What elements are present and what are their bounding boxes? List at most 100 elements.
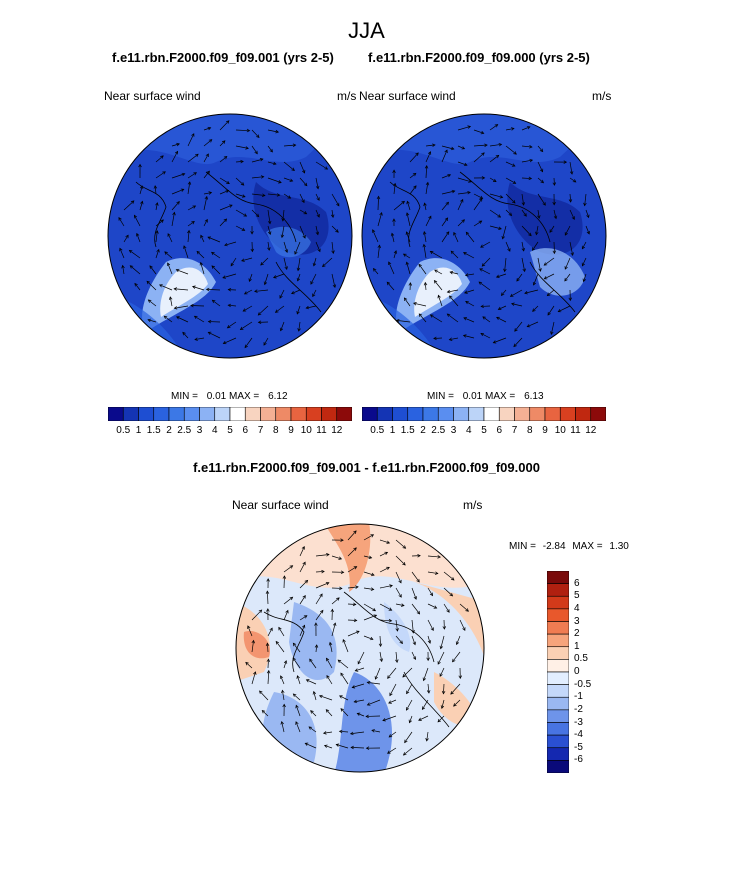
wind-vector-head (352, 602, 357, 607)
colorbar-tick-label: 0.5 (574, 653, 588, 665)
wind-vector (283, 193, 291, 199)
wind-vector (299, 161, 305, 174)
wind-vector-head (265, 642, 270, 647)
wind-vector-head (426, 657, 430, 662)
colorbar-tick-label: 2 (166, 425, 172, 436)
wind-vector (537, 177, 544, 183)
wind-vector-head (539, 168, 544, 173)
wind-vector (505, 161, 516, 167)
wind-vector-head (273, 275, 277, 279)
wind-vector-head (353, 699, 358, 704)
wind-vector (154, 185, 157, 195)
wind-vector-head (412, 641, 416, 646)
wind-vector (283, 257, 288, 270)
colorbar-swatch (153, 407, 170, 421)
wind-vector-head (425, 181, 430, 186)
wind-vector-head (572, 179, 577, 183)
wind-vector (524, 289, 539, 294)
wind-vector-head (373, 614, 378, 618)
wind-vector (452, 651, 461, 662)
wind-vector-head (351, 685, 356, 689)
wind-vector-head (353, 618, 358, 623)
wind-vector-head (437, 661, 441, 665)
wind-vector-head (296, 310, 300, 315)
wind-vector (167, 233, 173, 243)
wind-vector-head (139, 185, 144, 190)
wind-vector (411, 603, 420, 615)
wind-vector-head (261, 709, 266, 714)
wind-vector (450, 271, 459, 275)
wind-vector-head (287, 195, 292, 199)
wind-vector-head (301, 199, 305, 204)
wind-vector-head (522, 268, 526, 273)
wind-vector-head (168, 296, 173, 300)
wind-vector (463, 335, 475, 339)
wind-vector (396, 320, 411, 323)
wind-vector-head (289, 178, 294, 182)
wind-vector (447, 289, 459, 293)
panel-1-max-value: 6.12 (268, 391, 288, 402)
wind-vector-head (498, 226, 502, 230)
wind-vector (203, 153, 209, 163)
wind-vector-head (350, 745, 354, 750)
wind-vector (228, 304, 237, 307)
wind-vector-head (335, 743, 340, 747)
wind-vector (139, 201, 143, 211)
wind-vector (411, 619, 414, 633)
wind-vector (496, 317, 507, 323)
wind-vector (146, 281, 157, 291)
wind-vector-head (266, 658, 271, 663)
colorbar-swatch (547, 571, 569, 584)
wind-vector-head (479, 195, 484, 199)
wind-vector-head (564, 277, 568, 282)
wind-vector-head (442, 626, 447, 630)
wind-vector-head (370, 587, 375, 591)
wind-vector-head (460, 198, 464, 203)
wind-vector-head (449, 270, 454, 275)
wind-vector (283, 565, 293, 573)
wind-vector-head (447, 173, 452, 178)
colorbar-swatch (275, 407, 292, 421)
wind-vector (425, 182, 429, 195)
wind-vector (251, 609, 262, 621)
wind-vector (482, 316, 491, 323)
wind-vector (372, 229, 379, 243)
wind-vector (533, 273, 539, 286)
wind-vector (187, 221, 195, 227)
wind-vector (406, 212, 411, 227)
wind-vector-head (258, 609, 263, 614)
wind-vector (443, 571, 455, 581)
wind-vector-head (257, 320, 262, 325)
wind-vector-head (462, 627, 466, 631)
wind-vector-head (225, 120, 230, 124)
wind-vector-head (296, 267, 301, 272)
wind-vector (211, 252, 221, 259)
wind-vector-head (557, 309, 562, 313)
wind-vector-head (401, 603, 405, 607)
wind-vector-head (322, 263, 326, 268)
wind-vector-head (450, 146, 455, 151)
wind-vector-head (496, 316, 500, 321)
wind-vector-head (353, 566, 358, 570)
wind-vector-head (125, 234, 129, 239)
wind-vector (312, 289, 317, 297)
wind-vector (305, 742, 317, 749)
colorbar-tick-label: 3 (196, 425, 203, 436)
wind-vector-head (547, 311, 551, 316)
wind-vector (176, 269, 189, 275)
wind-vector-head (411, 630, 415, 634)
colorbar-tick-label: 5 (574, 590, 580, 602)
wind-vector (174, 288, 189, 291)
wind-vector (388, 699, 397, 704)
wind-vector (489, 177, 497, 182)
wind-vector-head (441, 690, 446, 695)
wind-vector (424, 282, 427, 291)
wind-vector-head (160, 219, 164, 223)
wind-vector-head (305, 679, 310, 683)
wind-vector-head (221, 140, 226, 144)
wind-vector (449, 295, 459, 307)
colorbar-tick-label: -0.5 (574, 678, 592, 690)
wind-vector (251, 176, 264, 179)
wind-vector-head (412, 172, 417, 177)
wind-vector (171, 212, 175, 227)
